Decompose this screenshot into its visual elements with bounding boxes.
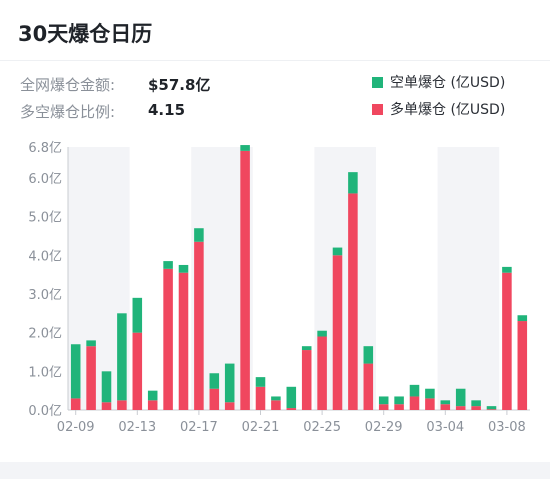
- bar-long: [147, 400, 158, 410]
- y-tick-label: 1.0亿: [28, 365, 62, 380]
- bar-short: [409, 384, 420, 397]
- bar-long: [86, 346, 96, 410]
- bar-long: [332, 255, 343, 410]
- y-tick-label: 0.0亿: [28, 404, 62, 419]
- bar-short: [394, 396, 404, 405]
- bar-long: [209, 388, 220, 410]
- bar-long: [348, 193, 358, 410]
- footer-band: [0, 462, 550, 479]
- bar-long: [178, 272, 189, 410]
- title-divider: [0, 60, 550, 61]
- bar-long: [440, 404, 451, 410]
- bar-long: [132, 332, 143, 410]
- bar-long: [286, 408, 297, 410]
- x-tick-label: 02-25: [303, 420, 341, 435]
- bar-long: [70, 398, 81, 410]
- bar-short: [271, 396, 281, 401]
- bar-short: [517, 315, 528, 322]
- bar-short: [332, 247, 343, 256]
- bar-long: [502, 272, 512, 410]
- total-liquidation-label: 全网爆仓金额:: [20, 76, 116, 94]
- y-tick-label: 6.8亿: [28, 141, 62, 156]
- bar-long: [240, 150, 250, 410]
- legend-short-label: 空单爆仓 (亿USD): [390, 75, 506, 91]
- bar-long: [471, 406, 481, 410]
- y-tick-label: 6.0亿: [28, 172, 62, 187]
- bar-long: [425, 398, 435, 410]
- bar-long: [378, 404, 389, 410]
- bar-short: [286, 386, 297, 409]
- y-tick-label: 3.0亿: [28, 288, 62, 303]
- x-tick-label: 02-13: [118, 420, 156, 435]
- page-title: 30天爆仓日历: [18, 22, 153, 46]
- bar-long: [455, 406, 466, 410]
- y-tick-label: 5.0亿: [28, 211, 62, 226]
- bar-short: [363, 346, 374, 364]
- long-short-ratio-value: 4.15: [148, 101, 186, 119]
- long-short-ratio-label: 多空爆仓比例:: [20, 103, 116, 121]
- bar-long: [271, 400, 281, 410]
- bar-short: [224, 363, 235, 403]
- bar-short: [301, 346, 312, 351]
- bar-short: [194, 228, 204, 242]
- bar-long: [101, 402, 112, 410]
- legend-short-swatch: [372, 77, 383, 88]
- bar-short: [163, 261, 173, 269]
- bar-short: [486, 406, 497, 410]
- bar-short: [425, 388, 435, 399]
- bar-short: [101, 371, 112, 403]
- x-tick-label: 02-17: [180, 420, 218, 435]
- bar-short: [240, 145, 250, 151]
- bar-short: [317, 330, 327, 337]
- bar-long: [301, 350, 312, 410]
- bar-long: [409, 396, 420, 410]
- bar-short: [117, 313, 127, 401]
- bar-long: [117, 400, 127, 410]
- total-liquidation-value: $57.8亿: [148, 76, 211, 94]
- x-tick-label: 02-09: [57, 420, 95, 435]
- y-tick-label: 2.0亿: [28, 327, 62, 342]
- bar-long: [394, 404, 404, 410]
- x-tick-label: 02-21: [242, 420, 280, 435]
- bar-short: [132, 297, 143, 333]
- bar-short: [440, 400, 451, 405]
- legend-long-label: 多单爆仓 (亿USD): [390, 102, 506, 118]
- bar-short: [255, 377, 266, 387]
- x-tick-label: 03-04: [426, 420, 464, 435]
- liquidation-bar-chart: 0.0亿 1.0亿 2.0亿 3.0亿 4.0亿 5.0亿 6.0亿 6.8亿 02-09 02-…: [28, 141, 530, 435]
- bar-short: [455, 388, 466, 407]
- bar-long: [255, 386, 266, 410]
- legend-long[interactable]: 多单爆仓 (亿USD): [372, 99, 505, 119]
- bar-short: [348, 172, 358, 194]
- y-tick-label: 4.0亿: [28, 249, 62, 264]
- background-band: [437, 147, 500, 410]
- bar-short: [70, 344, 81, 399]
- x-tick-label: 03-08: [488, 420, 526, 435]
- bar-short: [178, 264, 189, 273]
- bar-long: [163, 268, 173, 410]
- bar-long: [224, 402, 235, 410]
- bar-long: [194, 241, 204, 410]
- legend-long-swatch: [372, 104, 383, 115]
- bar-long: [317, 336, 327, 410]
- bar-short: [209, 373, 220, 389]
- bar-long: [517, 321, 528, 410]
- bar-long: [486, 409, 497, 410]
- bar-long: [363, 363, 374, 410]
- bar-short: [502, 266, 512, 273]
- x-tick-label: 02-29: [365, 420, 403, 435]
- bar-short: [471, 400, 481, 407]
- bar-short: [378, 396, 389, 405]
- bar-short: [147, 390, 158, 401]
- bar-short: [86, 340, 96, 347]
- legend-short[interactable]: 空单爆仓 (亿USD): [372, 72, 505, 92]
